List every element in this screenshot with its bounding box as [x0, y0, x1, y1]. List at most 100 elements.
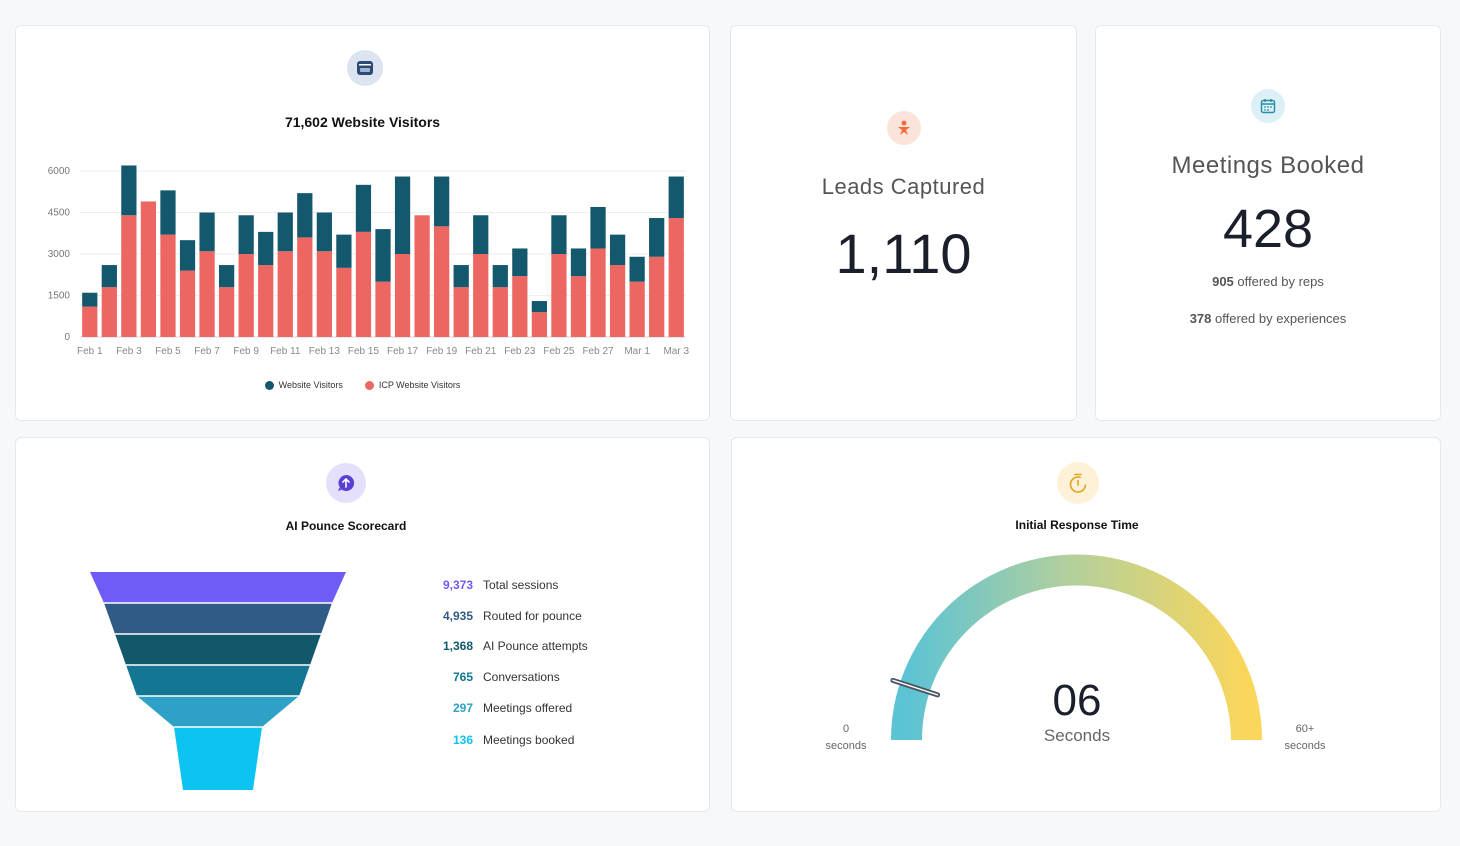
gauge-max-label: 60+ seconds	[1284, 723, 1326, 752]
x-tick-label: Mar 1	[624, 346, 650, 357]
bar-icp-visitors[interactable]	[551, 254, 567, 337]
bar-icp-visitors[interactable]	[179, 270, 196, 337]
bar-website-visitors[interactable]	[179, 240, 196, 271]
bar-icp-visitors[interactable]	[531, 312, 548, 337]
bar-website-visitors[interactable]	[512, 248, 528, 277]
stat-row: 1,368 AI Pounce attempts	[442, 639, 588, 653]
bar-icp-visitors[interactable]	[238, 254, 254, 337]
bar-website-visitors[interactable]	[434, 176, 450, 227]
bar-icp-visitors[interactable]	[629, 281, 645, 337]
funnel-stage-4	[126, 665, 310, 696]
bar-icp-visitors[interactable]	[590, 248, 606, 337]
leads-label: Leads Captured	[821, 174, 986, 199]
bar-icp-visitors[interactable]	[316, 251, 332, 337]
bar-website-visitors[interactable]	[121, 165, 137, 216]
legend-item-website-visitors[interactable]: Website Visitors	[264, 380, 343, 390]
bar-icp-visitors[interactable]	[101, 287, 117, 337]
x-tick-label: Feb 3	[116, 346, 142, 357]
bar-website-visitors[interactable]	[375, 229, 391, 282]
bar-icp-visitors[interactable]	[336, 267, 352, 337]
ai-pounce-scorecard-card: AI Pounce Scorecard 9,373 Total sessions …	[15, 437, 710, 812]
leads-captured-card: Leads Captured 1,110	[730, 25, 1077, 421]
funnel-stage-5	[137, 696, 299, 727]
bar-website-visitors[interactable]	[453, 265, 469, 288]
bar-icp-visitors[interactable]	[355, 231, 372, 337]
bar-website-visitors[interactable]	[82, 292, 98, 307]
bar-website-visitors[interactable]	[394, 176, 411, 254]
bar-icp-visitors[interactable]	[492, 287, 508, 337]
bar-website-visitors[interactable]	[609, 234, 626, 266]
stat-row: 9,373 Total sessions	[442, 578, 559, 592]
bar-website-visitors[interactable]	[258, 231, 274, 266]
bar-website-visitors[interactable]	[590, 206, 606, 249]
website-visitors-card: 71,602 Website Visitors 0 1500 3000 4500 600…	[15, 25, 710, 421]
x-tick-label: Feb 17	[387, 346, 419, 357]
x-tick-label: Feb 23	[504, 346, 536, 357]
bar-website-visitors[interactable]	[238, 215, 254, 254]
bar-website-visitors[interactable]	[629, 256, 645, 282]
bar-website-visitors[interactable]	[297, 193, 313, 238]
gauge-needle-highlight	[892, 679, 939, 696]
y-tick-label: 3000	[48, 249, 71, 260]
y-tick-label: 0	[64, 332, 70, 343]
x-tick-label: Mar 3	[663, 346, 689, 357]
x-tick-label: Feb 19	[426, 346, 458, 357]
visitors-title: 71,602 Website Visitors	[284, 114, 441, 130]
bar-website-visitors[interactable]	[570, 248, 587, 277]
bar-website-visitors[interactable]	[316, 212, 332, 252]
bar-website-visitors[interactable]	[199, 212, 215, 252]
response-gauge	[890, 554, 1262, 741]
x-tick-label: Feb 21	[465, 346, 497, 357]
bar-website-visitors[interactable]	[473, 215, 489, 254]
bar-website-visitors[interactable]	[649, 218, 665, 257]
bar-icp-visitors[interactable]	[199, 251, 215, 337]
bar-icp-visitors[interactable]	[121, 215, 137, 337]
bar-icp-visitors[interactable]	[649, 256, 665, 337]
bar-website-visitors[interactable]	[160, 190, 176, 235]
bar-icp-visitors[interactable]	[277, 251, 293, 337]
bar-website-visitors[interactable]	[277, 212, 293, 252]
x-tick-label: Feb 11	[270, 346, 301, 357]
funnel-stage-1	[90, 572, 346, 603]
response-unit: Seconds	[1043, 726, 1111, 745]
bar-icp-visitors[interactable]	[394, 254, 411, 337]
meetings-value: 428	[1222, 199, 1314, 259]
bar-icp-visitors[interactable]	[375, 281, 391, 337]
bar-website-visitors[interactable]	[668, 176, 684, 219]
bar-website-visitors[interactable]	[531, 301, 548, 313]
stat-row: 765 Conversations	[452, 670, 560, 684]
bar-icp-visitors[interactable]	[414, 215, 430, 337]
legend-item-icp-visitors[interactable]: ICP Website Visitors	[364, 380, 460, 390]
bar-website-visitors[interactable]	[551, 215, 567, 254]
bar-icp-visitors[interactable]	[609, 265, 626, 337]
bar-icp-visitors[interactable]	[218, 287, 235, 337]
bar-website-visitors[interactable]	[336, 234, 352, 268]
stat-row: 297 Meetings offered	[452, 701, 573, 715]
bar-website-visitors[interactable]	[218, 265, 235, 288]
person-star-icon	[887, 111, 921, 145]
meetings-booked-card: Meetings Booked 428 905 offered by reps …	[1095, 25, 1441, 421]
x-tick-label: Feb 27	[582, 346, 614, 357]
bar-website-visitors[interactable]	[101, 265, 117, 288]
bar-icp-visitors[interactable]	[453, 287, 469, 337]
response-value: 06	[1052, 676, 1102, 725]
funnel-stage-6	[174, 727, 262, 790]
x-tick-label: Feb 15	[348, 346, 380, 357]
bar-icp-visitors[interactable]	[140, 201, 157, 337]
bar-icp-visitors[interactable]	[668, 218, 684, 337]
bar-icp-visitors[interactable]	[160, 234, 176, 337]
bar-icp-visitors[interactable]	[473, 254, 489, 337]
gauge-min-label: 0 seconds	[825, 723, 867, 752]
bar-icp-visitors[interactable]	[570, 276, 587, 337]
x-tick-label: Feb 13	[309, 346, 341, 357]
bar-icp-visitors[interactable]	[434, 226, 450, 337]
bar-website-visitors[interactable]	[355, 184, 372, 232]
bar-icp-visitors[interactable]	[512, 276, 528, 337]
bar-icp-visitors[interactable]	[82, 306, 98, 337]
bar-icp-visitors[interactable]	[297, 237, 313, 337]
stopwatch-icon	[1057, 462, 1099, 504]
bar-website-visitors[interactable]	[492, 265, 508, 288]
bar-icp-visitors[interactable]	[258, 265, 274, 337]
offered-by-experiences: 378 offered by experiences	[1189, 311, 1347, 326]
leads-value: 1,110	[835, 222, 972, 285]
